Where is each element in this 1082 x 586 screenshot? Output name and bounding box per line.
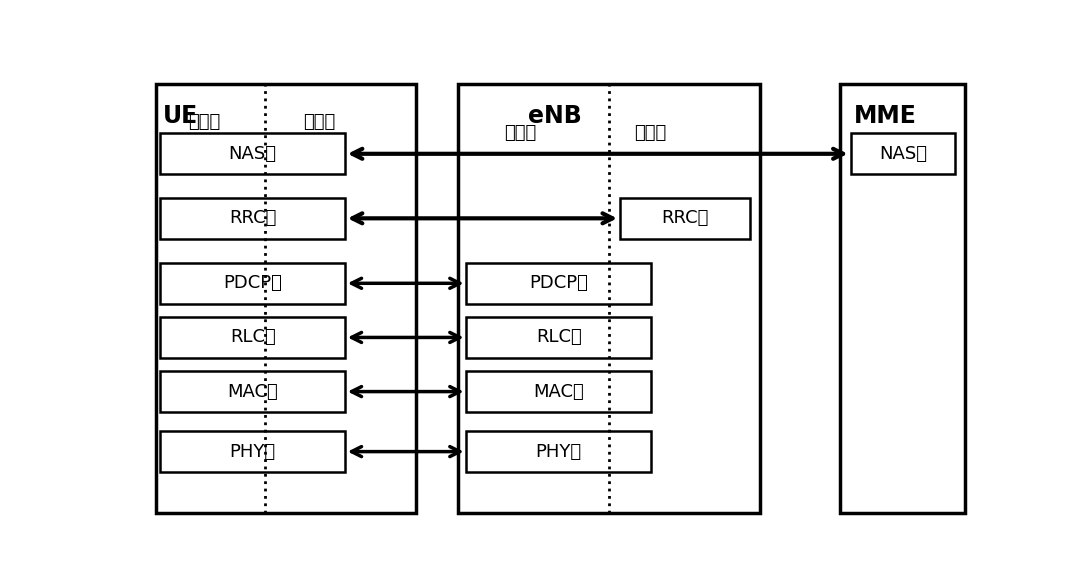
Text: 用户面: 用户面 bbox=[303, 113, 335, 131]
Bar bbox=[466, 431, 651, 472]
Bar bbox=[160, 134, 345, 174]
Text: 用户面: 用户面 bbox=[504, 124, 537, 142]
Bar bbox=[160, 431, 345, 472]
Text: RRC层: RRC层 bbox=[661, 209, 709, 227]
Bar bbox=[466, 372, 651, 412]
Bar bbox=[458, 84, 760, 513]
Bar bbox=[840, 84, 965, 513]
Bar bbox=[156, 84, 417, 513]
Text: PDCP层: PDCP层 bbox=[223, 274, 282, 292]
Text: PDCP层: PDCP层 bbox=[529, 274, 589, 292]
Text: 控制面: 控制面 bbox=[188, 113, 221, 131]
Text: RLC层: RLC层 bbox=[536, 328, 582, 346]
Text: MME: MME bbox=[855, 104, 918, 128]
Bar bbox=[466, 263, 651, 304]
Bar bbox=[160, 317, 345, 357]
Text: RLC层: RLC层 bbox=[229, 328, 276, 346]
Bar bbox=[160, 198, 345, 239]
Text: eNB: eNB bbox=[528, 104, 581, 128]
Text: RRC层: RRC层 bbox=[229, 209, 276, 227]
Bar bbox=[850, 134, 955, 174]
Bar bbox=[466, 317, 651, 357]
Text: PHY层: PHY层 bbox=[536, 442, 582, 461]
Text: MAC层: MAC层 bbox=[227, 383, 278, 401]
Text: NAS层: NAS层 bbox=[879, 145, 927, 163]
Text: UE: UE bbox=[163, 104, 198, 128]
Text: PHY层: PHY层 bbox=[229, 442, 276, 461]
Bar bbox=[620, 198, 750, 239]
Text: NAS层: NAS层 bbox=[228, 145, 277, 163]
Text: 控制面: 控制面 bbox=[634, 124, 667, 142]
Text: MAC层: MAC层 bbox=[533, 383, 584, 401]
Bar bbox=[160, 263, 345, 304]
Bar bbox=[160, 372, 345, 412]
